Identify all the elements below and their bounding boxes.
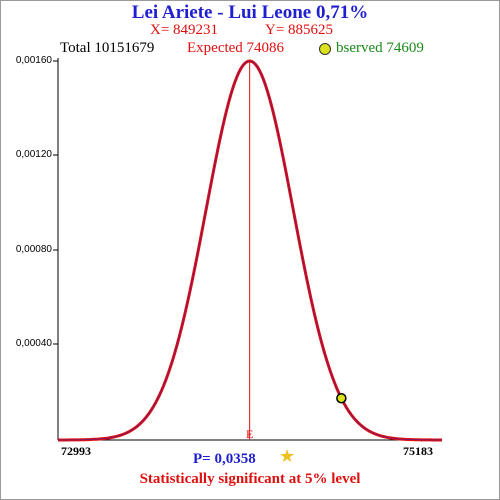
x-min-label: 72993 (61, 444, 91, 458)
p-value: P= 0,0358 (193, 451, 256, 467)
normal-curve-inner (57, 60, 443, 441)
expected-label: Expected 74086 (187, 40, 285, 56)
x-count-label: X= 849231 (150, 22, 219, 38)
x-max-label: 75183 (403, 444, 433, 458)
y-tick-label-1: 0,00120 (15, 149, 52, 160)
expected-marker-label: E (246, 427, 253, 441)
y-tick-label-0: 0,00160 (15, 55, 52, 66)
y-count-label: Y= 885625 (265, 22, 334, 38)
observed-label: bserved 74609 (336, 40, 424, 56)
y-tick-label-2: 0,00080 (15, 244, 52, 255)
y-tick-label-3: 0,00040 (15, 338, 52, 349)
significance-text: Statistically significant at 5% level (139, 471, 361, 487)
star-icon: ★ (279, 446, 296, 466)
observed-dot-icon (319, 43, 331, 55)
chart-title: Lei Ariete - Lui Leone 0,71% (131, 2, 369, 23)
total-label: Total 10151679 (60, 40, 155, 56)
observed-point (336, 393, 347, 404)
